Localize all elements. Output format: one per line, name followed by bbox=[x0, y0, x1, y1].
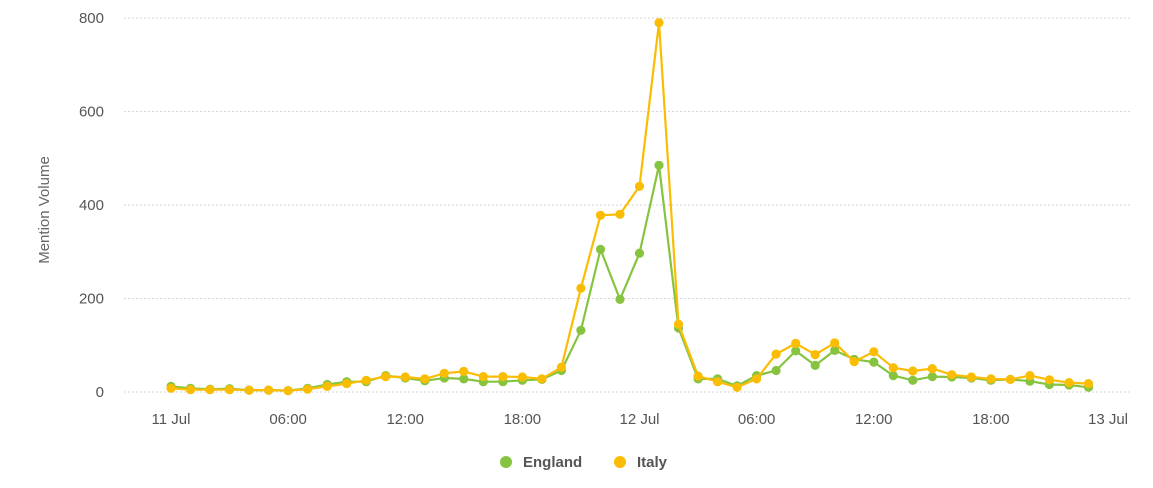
data-point-italy[interactable] bbox=[713, 377, 723, 387]
data-point-italy[interactable] bbox=[303, 384, 313, 394]
y-tick-label: 800 bbox=[79, 10, 104, 27]
data-point-italy[interactable] bbox=[1005, 374, 1016, 384]
x-tick-label: 12:00 bbox=[855, 411, 893, 428]
data-point-italy[interactable] bbox=[205, 385, 215, 395]
data-point-italy[interactable] bbox=[673, 319, 684, 329]
series-england bbox=[166, 160, 1094, 396]
data-point-italy[interactable] bbox=[185, 385, 196, 395]
data-point-england[interactable] bbox=[654, 160, 664, 170]
data-point-italy[interactable] bbox=[342, 379, 352, 389]
data-point-italy[interactable] bbox=[732, 382, 742, 392]
data-point-italy[interactable] bbox=[947, 370, 957, 380]
legend-label: England bbox=[523, 454, 582, 471]
data-point-england[interactable] bbox=[810, 360, 820, 370]
data-point-italy[interactable] bbox=[517, 372, 528, 382]
data-point-italy[interactable] bbox=[752, 374, 762, 384]
series-italy bbox=[166, 18, 1094, 396]
data-point-italy[interactable] bbox=[283, 386, 293, 396]
data-point-italy[interactable] bbox=[576, 283, 586, 293]
data-point-italy[interactable] bbox=[908, 366, 918, 376]
data-point-england[interactable] bbox=[791, 346, 801, 356]
data-point-england[interactable] bbox=[595, 244, 606, 254]
data-point-england[interactable] bbox=[615, 294, 625, 304]
data-point-italy[interactable] bbox=[478, 372, 488, 382]
data-point-italy[interactable] bbox=[615, 209, 625, 219]
x-tick-label: 06:00 bbox=[269, 411, 307, 428]
data-point-italy[interactable] bbox=[498, 372, 508, 382]
x-tick-label: 18:00 bbox=[504, 411, 542, 428]
data-point-italy[interactable] bbox=[791, 338, 801, 348]
legend-item-england[interactable]: England bbox=[500, 454, 582, 471]
y-tick-label: 600 bbox=[79, 104, 104, 121]
x-tick-label: 11 Jul bbox=[152, 411, 191, 428]
data-point-italy[interactable] bbox=[927, 364, 937, 374]
y-tick-label: 400 bbox=[79, 197, 104, 214]
data-point-italy[interactable] bbox=[771, 349, 781, 359]
legend-label: Italy bbox=[637, 454, 668, 471]
data-point-italy[interactable] bbox=[244, 385, 254, 395]
series-line-italy bbox=[170, 21, 1089, 392]
data-point-italy[interactable] bbox=[420, 374, 430, 384]
data-point-italy[interactable] bbox=[264, 385, 274, 395]
data-point-italy[interactable] bbox=[439, 368, 449, 378]
data-point-england[interactable] bbox=[908, 375, 918, 385]
data-point-italy[interactable] bbox=[634, 181, 645, 191]
y-tick-label: 200 bbox=[79, 291, 104, 308]
data-point-italy[interactable] bbox=[166, 383, 176, 393]
data-point-italy[interactable] bbox=[966, 372, 977, 382]
data-point-italy[interactable] bbox=[1025, 371, 1035, 381]
y-tick-label: 0 bbox=[96, 384, 104, 401]
x-axis-ticks: 11 Jul 06:00 12:00 18:00 12 Jul 06:00 12:00 18:… bbox=[152, 411, 1128, 428]
data-point-england[interactable] bbox=[634, 248, 645, 258]
data-point-italy[interactable] bbox=[400, 372, 410, 382]
data-point-england[interactable] bbox=[869, 357, 879, 367]
y-axis-ticks: 0 200 400 600 800 bbox=[79, 10, 104, 401]
data-point-italy[interactable] bbox=[654, 18, 664, 28]
data-point-italy[interactable] bbox=[810, 350, 820, 360]
data-point-italy[interactable] bbox=[459, 366, 469, 376]
data-point-italy[interactable] bbox=[830, 338, 840, 348]
data-point-italy[interactable] bbox=[693, 371, 703, 381]
legend-marker bbox=[614, 456, 626, 468]
data-point-italy[interactable] bbox=[1083, 379, 1094, 389]
data-point-italy[interactable] bbox=[322, 381, 332, 391]
data-point-italy[interactable] bbox=[849, 357, 859, 367]
x-tick-label: 12 Jul bbox=[619, 411, 659, 428]
data-point-italy[interactable] bbox=[869, 347, 879, 357]
legend-item-italy[interactable]: Italy bbox=[614, 454, 668, 471]
data-point-italy[interactable] bbox=[537, 374, 547, 384]
legend: England Italy bbox=[500, 454, 668, 471]
data-point-italy[interactable] bbox=[381, 372, 391, 382]
data-point-italy[interactable] bbox=[595, 210, 606, 220]
data-point-england[interactable] bbox=[888, 371, 898, 381]
data-point-england[interactable] bbox=[927, 372, 937, 382]
x-tick-label: 06:00 bbox=[738, 411, 776, 428]
data-point-italy[interactable] bbox=[361, 375, 371, 385]
data-point-italy[interactable] bbox=[1044, 375, 1054, 385]
grid-lines bbox=[124, 17, 1132, 393]
data-point-england[interactable] bbox=[576, 325, 586, 335]
data-point-italy[interactable] bbox=[556, 362, 567, 372]
x-tick-label: 13 Jul bbox=[1088, 411, 1128, 428]
y-axis-title: Mention Volume bbox=[36, 156, 53, 264]
data-point-italy[interactable] bbox=[1064, 378, 1074, 388]
data-point-england[interactable] bbox=[771, 365, 781, 376]
x-tick-label: 18:00 bbox=[972, 411, 1010, 428]
data-point-england[interactable] bbox=[459, 374, 469, 384]
data-point-italy[interactable] bbox=[888, 363, 898, 373]
x-tick-label: 12:00 bbox=[386, 411, 424, 428]
data-point-italy[interactable] bbox=[986, 374, 996, 384]
data-point-italy[interactable] bbox=[225, 385, 235, 395]
data-point-england[interactable] bbox=[830, 345, 840, 355]
legend-marker bbox=[500, 456, 512, 468]
series-group bbox=[166, 18, 1094, 396]
